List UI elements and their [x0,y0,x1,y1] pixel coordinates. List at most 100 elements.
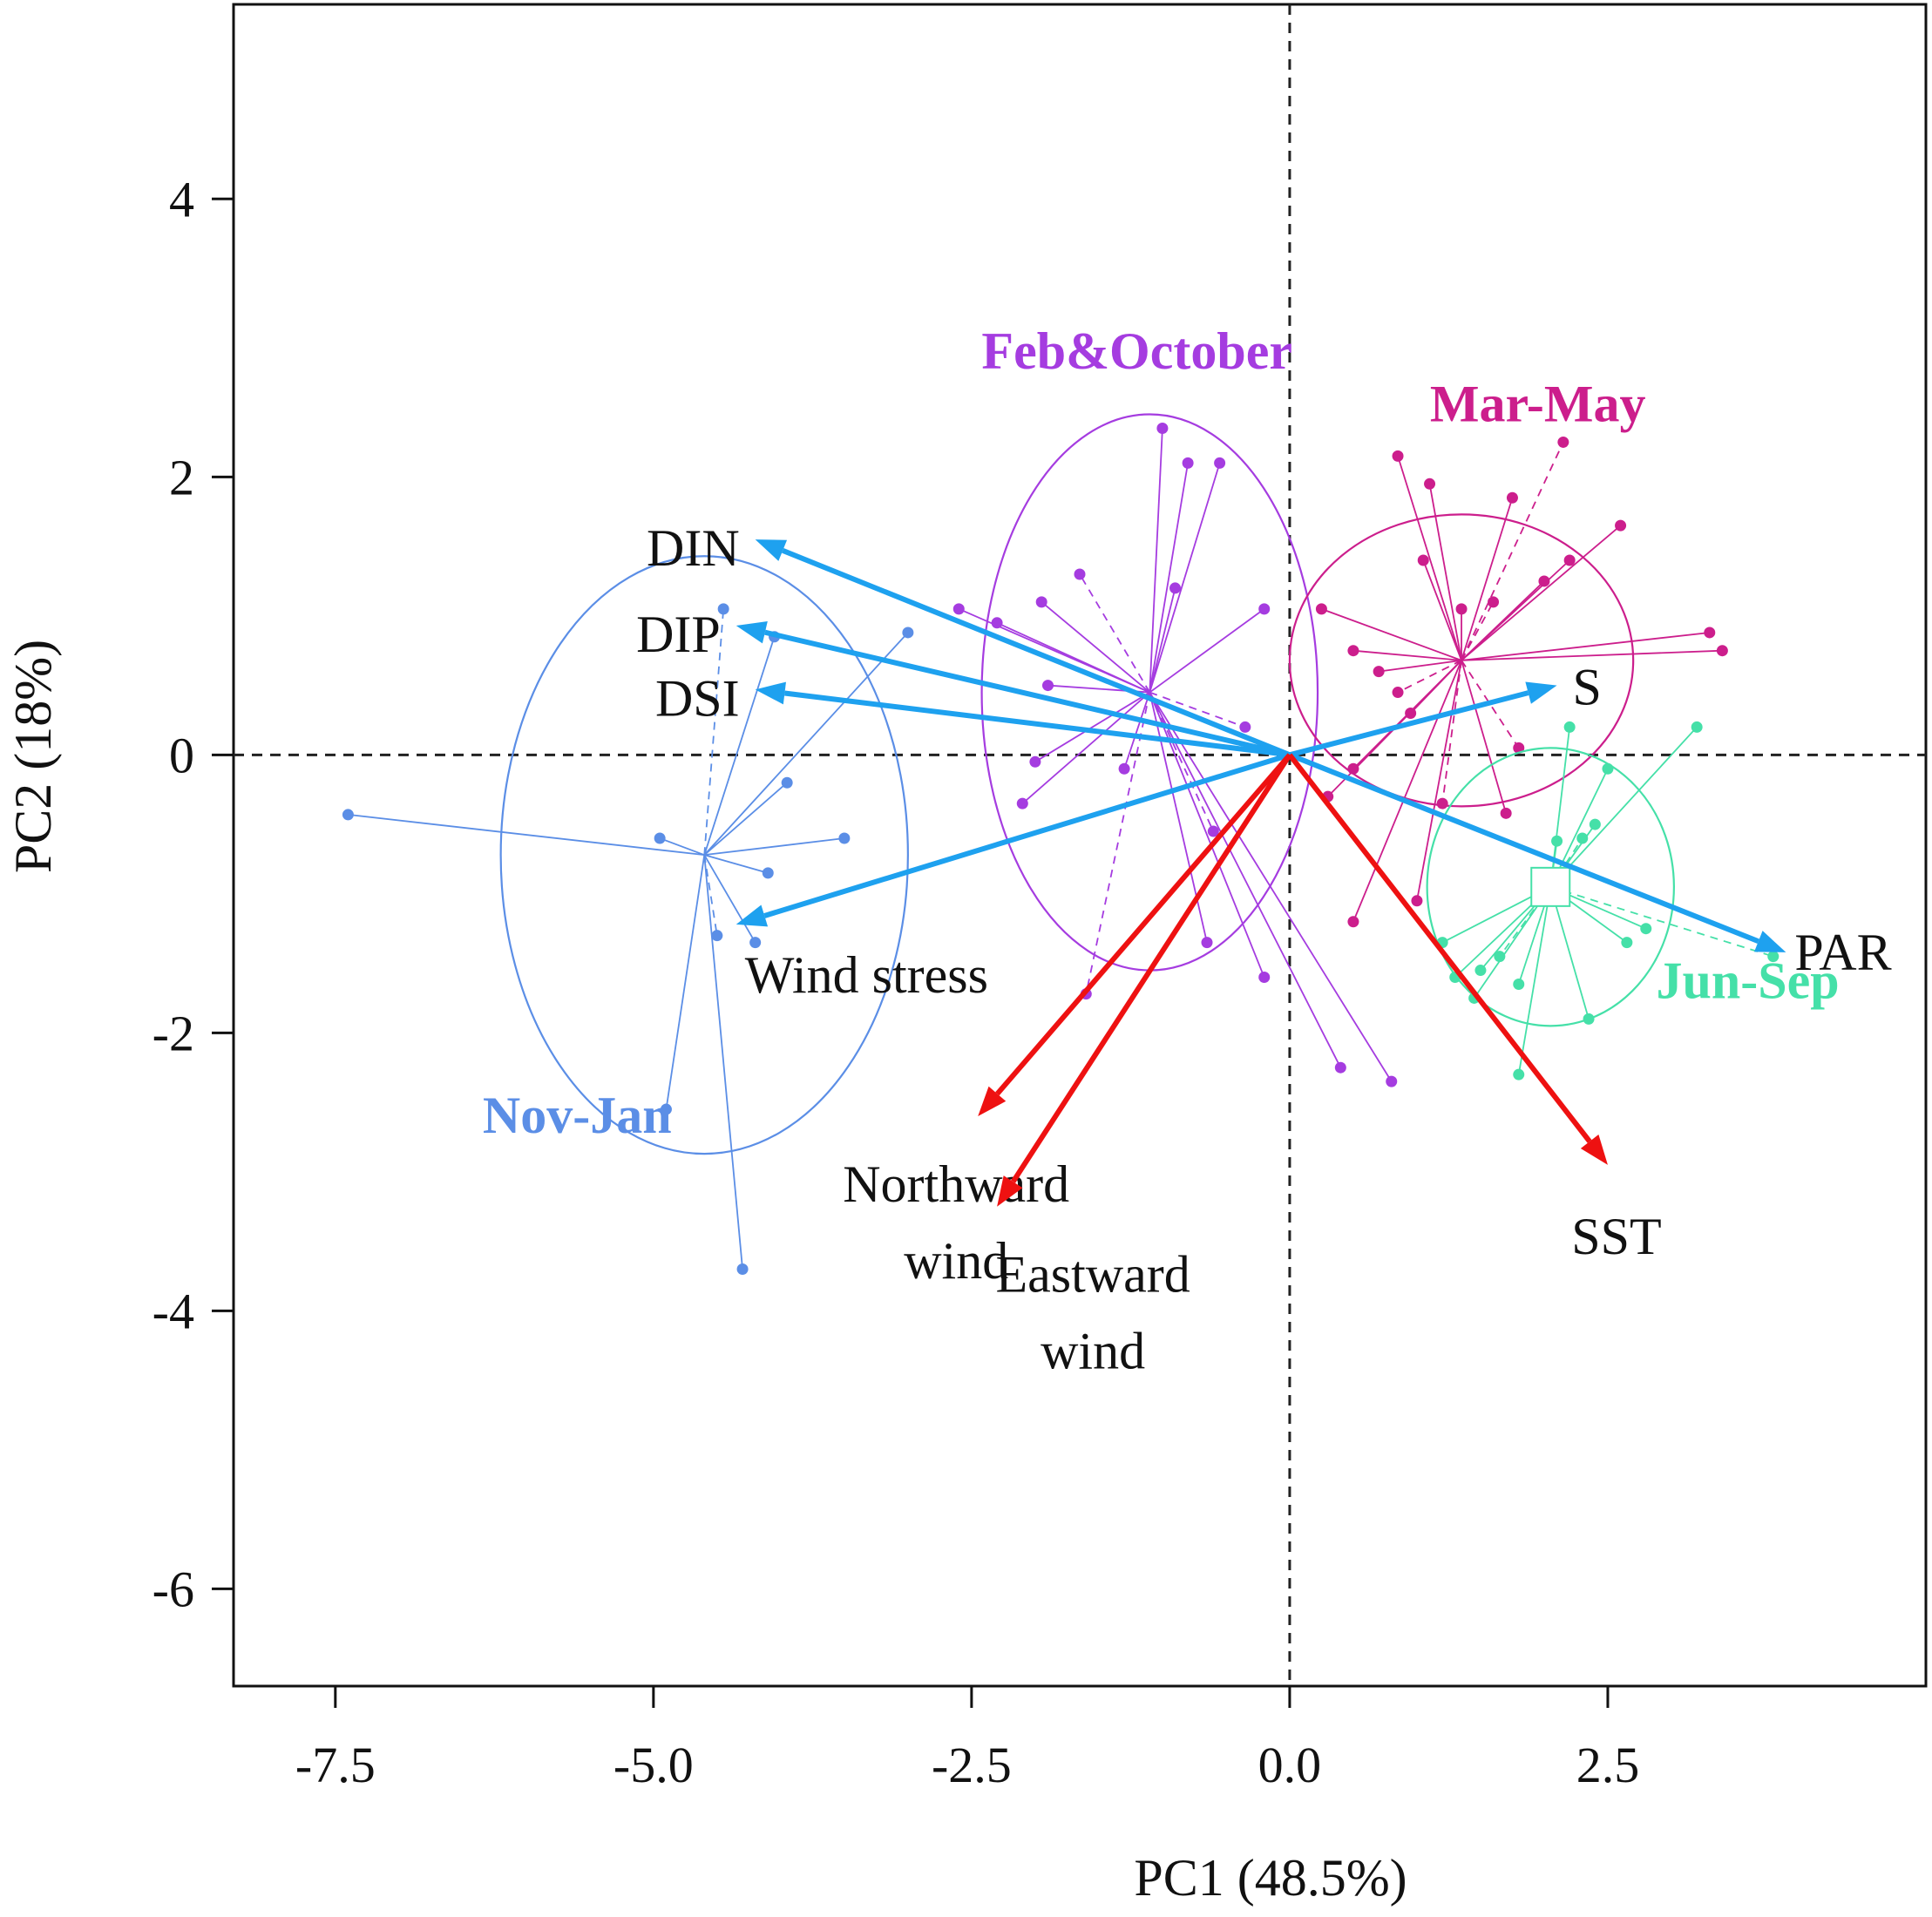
sample-point [1551,835,1563,847]
loading-eastward-wind: Eastward wind [995,753,1292,1380]
x-tick-label: -5.0 [613,1737,694,1793]
group-spoke [1517,886,1552,1075]
group-spoke [703,782,788,856]
sample-point [1392,450,1404,462]
loading-arrow-shaft [763,752,1291,918]
group-spoke [1549,885,1774,958]
sample-point [1258,603,1271,615]
sample-point [1576,832,1589,844]
sample-point [1347,645,1359,657]
loading-arrow-head [978,1086,1007,1117]
loading-arrow-head [1753,931,1786,952]
sample-point [1704,627,1716,639]
group-spoke [1549,886,1590,1019]
x-axis-title: PC1 (48.5%) [1134,1849,1407,1907]
sample-point [1405,707,1417,719]
sample-point [1500,807,1512,819]
loading-arrow-shaft [1288,752,1759,945]
sample-point [1583,1013,1595,1025]
loading-arrow-shaft [784,690,1291,758]
sample-point [1411,895,1423,907]
sample-point [660,1103,672,1115]
loading-label-northward-wind: Northward [843,1155,1069,1213]
sample-point [1169,582,1182,594]
centroid-marker [1530,866,1571,907]
sample-point [1513,1068,1525,1080]
sample-point [1455,603,1468,615]
sample-point [1373,666,1385,678]
loading-din: DIN [647,519,1291,758]
group-spoke [1149,692,1215,832]
group-spoke [1461,497,1514,661]
group-spoke [1397,660,1462,694]
sample-point [1767,951,1779,963]
group-spoke [348,814,705,857]
sample-point [1201,937,1213,949]
sample-point [1182,457,1194,469]
group-spoke [1461,632,1710,661]
x-tick-label: 2.5 [1576,1737,1640,1793]
y-axis-title: PC2 (18%) [4,640,62,873]
sample-point [838,832,851,844]
sample-point [1347,762,1359,775]
loading-label-wind-stress: Wind stress [745,946,988,1004]
sample-point [1513,742,1525,754]
sample-point [762,867,774,879]
sample-point [1392,687,1404,699]
sample-point [1506,491,1518,504]
plot-frame [232,3,1928,1688]
sample-groups: Nov-Jan Feb&October Mar-May Jun-Sep [342,322,1840,1275]
sample-point [952,603,965,615]
group-spoke [1461,649,1723,661]
group-ellipse [1426,747,1675,1027]
sample-point [1315,603,1327,615]
x-tick-label: -2.5 [932,1737,1012,1793]
loading-arrow-head [1525,681,1557,704]
sample-point [902,627,914,639]
y-tick-label: 0 [169,727,194,783]
y-tick-label: 4 [169,171,194,227]
loading-sst: SST [1287,753,1662,1265]
sample-point [749,937,762,949]
y-tick-label: -6 [153,1561,194,1617]
x-tick-label: -7.5 [295,1737,376,1793]
sample-point [1602,762,1614,775]
group-spoke [1461,580,1545,661]
group-spoke [1441,660,1462,804]
loading-label-s: S [1573,659,1602,716]
loading-arrow-shaft [1011,753,1292,1183]
group-spoke [1461,442,1564,661]
group-spoke [1321,607,1462,661]
group-spoke [1379,659,1462,673]
group-spoke [1149,691,1246,728]
sample-point [1156,422,1169,434]
group-spoke [1422,559,1462,661]
group-spoke [703,636,776,856]
sample-point [717,603,729,615]
sample-point [1538,575,1550,587]
group-spoke [1461,525,1622,661]
loading-arrow-head [736,904,769,927]
sample-point [1691,721,1703,733]
sample-point [1615,519,1627,532]
group-spoke [703,632,909,856]
loading-arrow-head [755,539,788,561]
group-spoke [1021,691,1150,804]
loading-arrow-head [1580,1135,1608,1165]
loading-label-sst: SST [1571,1208,1661,1265]
sample-point [1417,554,1429,566]
group-spoke [1416,660,1462,901]
group-spoke [1352,649,1462,661]
axes: -7.5 -5.0 -2.5 0.0 2.5 -6 -4 -2 0 2 4 [153,171,1640,1793]
group-spoke [659,837,705,857]
group-spoke [1149,463,1190,693]
sample-point [1513,979,1525,991]
loading-label-dip: DIP [636,606,721,663]
sample-point [1640,923,1652,935]
group-spoke [1428,484,1462,661]
group-spoke [1397,456,1462,661]
sample-point [1436,797,1448,809]
loading-arrow-head [755,681,786,705]
